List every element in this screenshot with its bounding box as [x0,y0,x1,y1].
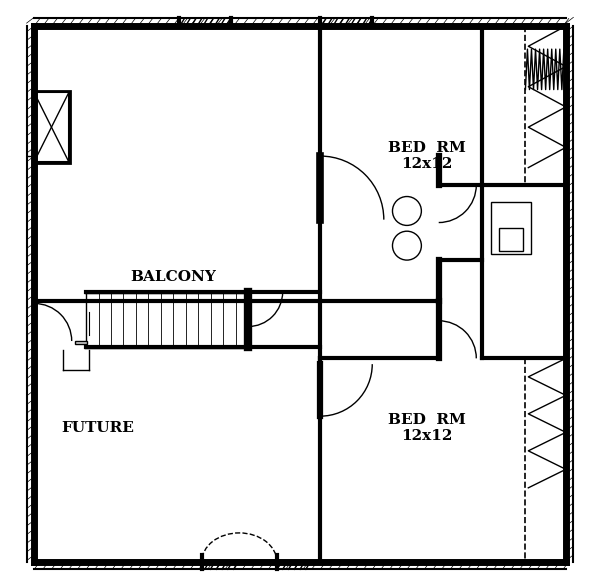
Text: BALCONY: BALCONY [130,271,216,284]
Bar [491,202,531,254]
Bar [499,228,523,251]
Bar [74,341,87,344]
Text: FUTURE: FUTURE [61,421,134,435]
Bar [34,92,69,162]
Bar [33,91,70,163]
Text: BED  RM
12x12: BED RM 12x12 [388,413,466,443]
Bar [86,292,248,347]
Text: BED  RM
12x12: BED RM 12x12 [388,141,466,171]
